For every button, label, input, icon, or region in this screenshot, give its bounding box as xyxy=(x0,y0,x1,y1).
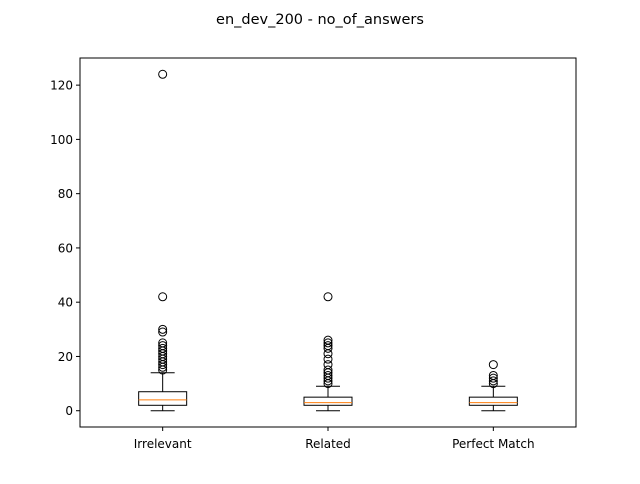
y-tick-label: 20 xyxy=(58,350,73,364)
outlier-point xyxy=(158,341,168,351)
y-tick-label: 80 xyxy=(58,187,73,201)
outlier-point xyxy=(158,338,168,348)
outlier-point xyxy=(323,365,333,375)
outlier-point xyxy=(323,292,333,302)
outlier-point xyxy=(323,335,333,345)
outlier-point xyxy=(158,292,168,302)
outlier-point xyxy=(488,370,498,380)
outlier-point xyxy=(488,373,498,383)
chart-marks: 0 20 40 60 80 100 120 Irrelevant Related Perfect … xyxy=(50,69,535,451)
chart-title: en_dev_200 - no_of_answers xyxy=(216,12,424,28)
outlier-point xyxy=(158,324,168,334)
x-tick-label: Related xyxy=(305,437,351,451)
outlier-point xyxy=(158,69,168,79)
outlier-point xyxy=(488,376,498,386)
y-tick-label: 120 xyxy=(50,79,73,93)
outlier-point xyxy=(323,360,333,370)
y-tick-label: 0 xyxy=(65,404,73,418)
iqr-box xyxy=(468,396,518,406)
y-tick-label: 60 xyxy=(58,241,73,255)
y-tick-label: 40 xyxy=(58,296,73,310)
outlier-point xyxy=(323,354,333,364)
outlier-point xyxy=(323,341,333,351)
outlier-point xyxy=(323,370,333,380)
outlier-point xyxy=(158,343,168,353)
iqr-box xyxy=(138,391,188,406)
y-tick-label: 100 xyxy=(50,133,73,147)
x-tick-label: Perfect Match xyxy=(452,437,534,451)
outlier-point xyxy=(158,327,168,337)
x-tick-label: Irrelevant xyxy=(134,437,192,451)
iqr-box xyxy=(303,396,353,406)
outlier-point xyxy=(323,338,333,348)
outlier-point xyxy=(488,360,498,370)
